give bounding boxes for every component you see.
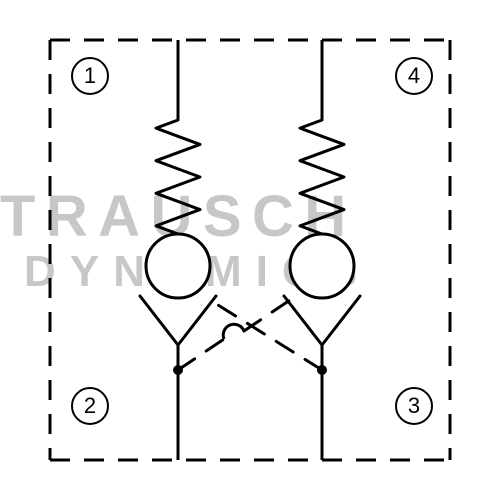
hydraulic-schematic: TRAUSCH DYNAMICS 1 2 3 4 [0, 0, 500, 500]
port-label-1: 1 [71, 57, 109, 95]
port-label-2: 2 [71, 387, 109, 425]
port-label-3: 3 [395, 387, 433, 425]
port-label-4: 4 [395, 57, 433, 95]
